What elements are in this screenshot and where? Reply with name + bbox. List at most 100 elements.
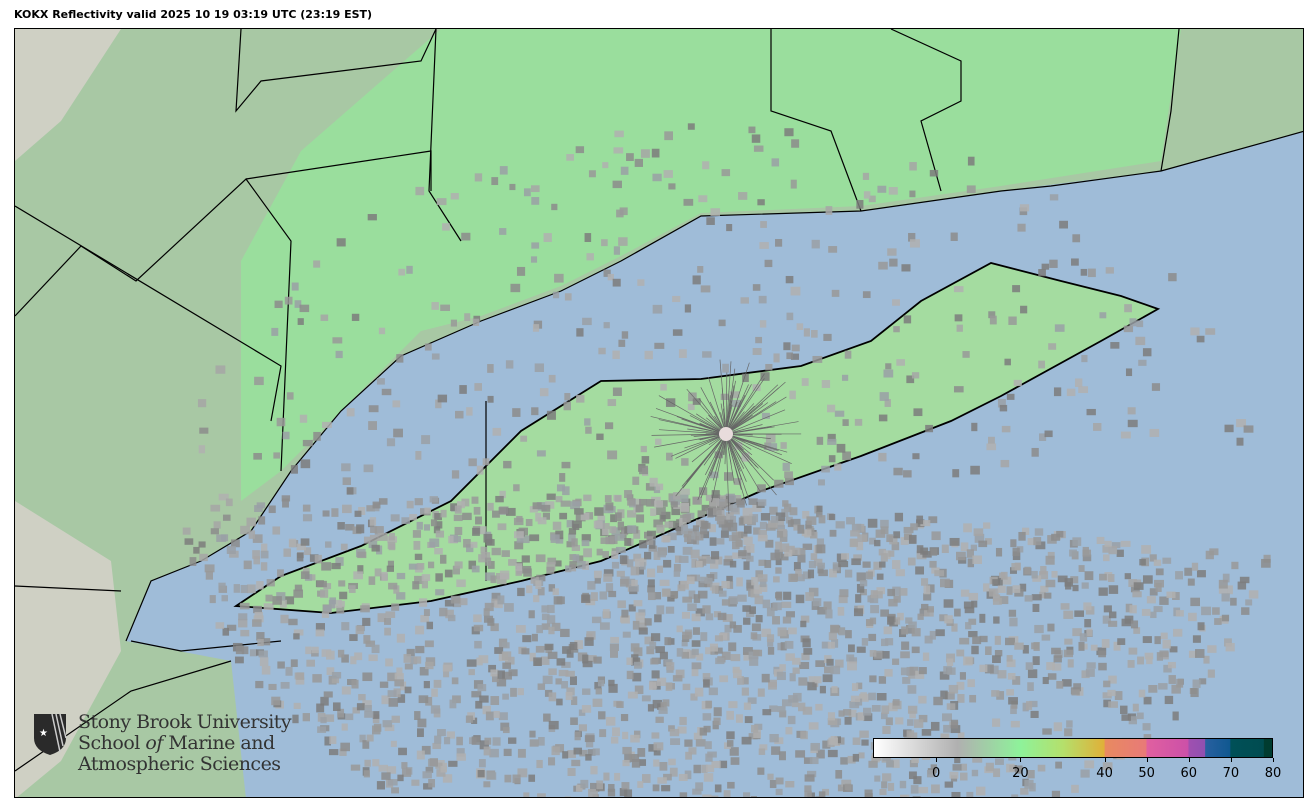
echo-pixel: [396, 667, 403, 677]
echo-pixel: [338, 600, 345, 608]
echo-pixel: [1007, 672, 1016, 680]
echo-pixel: [804, 774, 815, 782]
echo-pixel: [838, 627, 845, 636]
echo-pixel: [614, 772, 621, 781]
echo-pixel: [452, 565, 460, 575]
echo-pixel: [751, 725, 759, 733]
echo-pixel: [755, 615, 763, 623]
echo-pixel: [714, 635, 723, 642]
echo-pixel: [540, 656, 550, 665]
echo-pixel: [668, 725, 675, 732]
echo-pixel: [681, 458, 689, 466]
echo-pixel: [625, 578, 636, 588]
echo-pixel: [785, 780, 795, 788]
echo-pixel: [800, 731, 808, 740]
echo-pixel: [824, 666, 834, 674]
radar-ray: [654, 433, 727, 448]
echo-pixel: [528, 610, 535, 619]
echo-pixel: [740, 297, 749, 304]
echo-pixel: [933, 696, 943, 706]
echo-pixel: [813, 558, 823, 567]
echo-pixel: [684, 534, 692, 543]
echo-pixel: [471, 496, 479, 504]
echo-pixel: [957, 732, 965, 739]
echo-pixel: [915, 566, 925, 575]
echo-pixel: [474, 173, 483, 182]
echo-pixel: [337, 649, 345, 658]
echo-pixel: [1111, 542, 1121, 549]
echo-pixel: [996, 691, 1005, 700]
echo-pixel: [513, 517, 524, 526]
echo-pixel: [700, 632, 708, 642]
echo-pixel: [754, 595, 764, 605]
echo-pixel: [1151, 383, 1161, 391]
echo-pixel: [647, 579, 655, 588]
echo-pixel: [908, 621, 917, 629]
echo-pixel: [368, 654, 378, 662]
echo-pixel: [468, 458, 477, 467]
echo-pixel: [634, 685, 644, 695]
echo-pixel: [902, 677, 911, 684]
radar-map[interactable]: [14, 28, 1304, 798]
echo-pixel: [912, 453, 920, 460]
echo-pixel: [1127, 407, 1136, 415]
echo-pixel: [656, 483, 664, 491]
echo-pixel: [440, 509, 447, 518]
echo-pixel: [951, 791, 961, 797]
echo-pixel: [1173, 628, 1183, 637]
echo-pixel: [895, 569, 905, 577]
echo-pixel: [1018, 797, 1024, 798]
echo-pixel: [433, 526, 441, 534]
echo-pixel: [570, 717, 578, 725]
echo-pixel: [908, 232, 916, 242]
echo-pixel: [556, 484, 566, 492]
colorbar-tick: [1104, 758, 1106, 762]
echo-pixel: [900, 537, 909, 545]
radar-ray: [725, 380, 736, 435]
echo-pixel: [866, 571, 873, 580]
echo-pixel: [1139, 558, 1146, 566]
echo-pixel: [517, 748, 526, 758]
echo-pixel: [733, 478, 742, 485]
echo-pixel: [425, 766, 434, 773]
echo-pixel: [1042, 676, 1049, 685]
echo-pixel: [636, 514, 645, 523]
echo-pixel: [1073, 683, 1082, 692]
echo-pixel: [584, 735, 595, 743]
echo-pixel: [703, 679, 710, 688]
echo-pixel: [296, 672, 305, 680]
echo-pixel: [576, 394, 585, 403]
echo-pixel: [1164, 695, 1174, 705]
echo-pixel: [573, 747, 582, 755]
echo-pixel: [743, 702, 752, 710]
echo-pixel: [755, 570, 763, 578]
echo-pixel: [1138, 359, 1147, 366]
echo-pixel: [411, 779, 420, 786]
echo-pixel: [881, 638, 889, 647]
echo-pixel: [1030, 710, 1039, 719]
echo-pixel: [626, 670, 634, 680]
echo-pixel: [283, 548, 292, 557]
echo-pixel: [504, 774, 512, 783]
echo-pixel: [1010, 705, 1017, 715]
echo-pixel: [565, 670, 575, 677]
echo-pixel: [624, 789, 633, 797]
echo-pixel: [1006, 689, 1015, 696]
echo-pixel: [1168, 273, 1177, 282]
echo-pixel: [533, 594, 540, 603]
echo-pixel: [501, 550, 510, 557]
echo-pixel: [893, 531, 901, 539]
echo-pixel: [856, 682, 863, 690]
echo-pixel: [939, 614, 948, 622]
echo-pixel: [709, 559, 719, 569]
echo-pixel: [1008, 609, 1017, 617]
echo-pixel: [260, 562, 268, 571]
echo-pixel: [435, 573, 443, 582]
echo-pixel: [1128, 579, 1138, 587]
echo-pixel: [971, 645, 979, 655]
echo-pixel: [612, 350, 620, 360]
echo-pixel: [1120, 705, 1128, 715]
echo-pixel: [294, 584, 303, 592]
echo-pixel: [757, 574, 768, 582]
echo-pixel: [605, 716, 616, 726]
